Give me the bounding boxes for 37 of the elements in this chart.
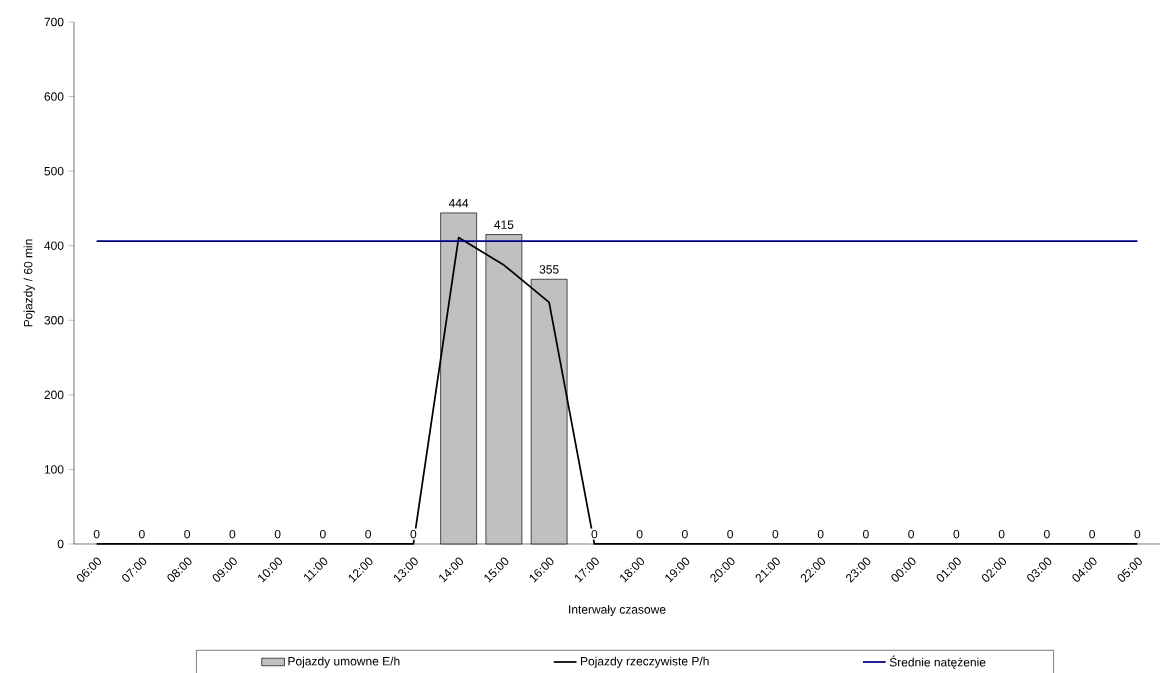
data-label: 0 <box>139 529 145 539</box>
legend-label: Pojazdy rzeczywiste P/h <box>581 656 709 668</box>
x-axis-title: Interwały czasowe <box>569 604 666 617</box>
y-tick-label: 300 <box>44 316 64 325</box>
y-tick-label: 600 <box>44 92 64 101</box>
data-label: 0 <box>772 529 779 539</box>
data-label: 0 <box>727 529 733 539</box>
data-label: 0 <box>410 529 417 539</box>
y-tick-label: 200 <box>44 390 64 400</box>
data-label: 0 <box>636 529 643 539</box>
y-tick-label: 100 <box>44 465 64 474</box>
legend-label: Pojazdy umowne E/h <box>288 656 400 668</box>
y-tick-label: 700 <box>44 17 64 27</box>
data-label: 0 <box>998 529 1005 539</box>
data-label: 0 <box>229 529 236 539</box>
data-label: 0 <box>1089 529 1095 539</box>
data-label: 0 <box>320 529 326 539</box>
data-label: 0 <box>365 529 371 539</box>
data-label: 0 <box>184 529 191 539</box>
data-label: 0 <box>591 529 598 539</box>
data-label: 0 <box>274 529 281 539</box>
data-label: 0 <box>817 529 824 539</box>
y-axis-title: Pojazdy / 60 min <box>23 239 35 327</box>
y-tick-label: 500 <box>44 166 64 176</box>
data-label: 355 <box>539 265 559 274</box>
data-label: 0 <box>93 529 100 539</box>
data-label: 0 <box>682 529 688 539</box>
y-tick-label: 400 <box>44 241 64 250</box>
data-label: 0 <box>953 529 960 539</box>
data-label: 415 <box>494 220 514 229</box>
data-label: 0 <box>1134 529 1141 539</box>
data-label: 0 <box>863 529 869 539</box>
legend-label: Średnie natężenie <box>889 655 986 669</box>
data-label: 444 <box>448 199 469 208</box>
data-label: 0 <box>908 529 914 539</box>
data-label: 0 <box>1044 529 1050 539</box>
y-tick-label: 0 <box>57 539 64 549</box>
